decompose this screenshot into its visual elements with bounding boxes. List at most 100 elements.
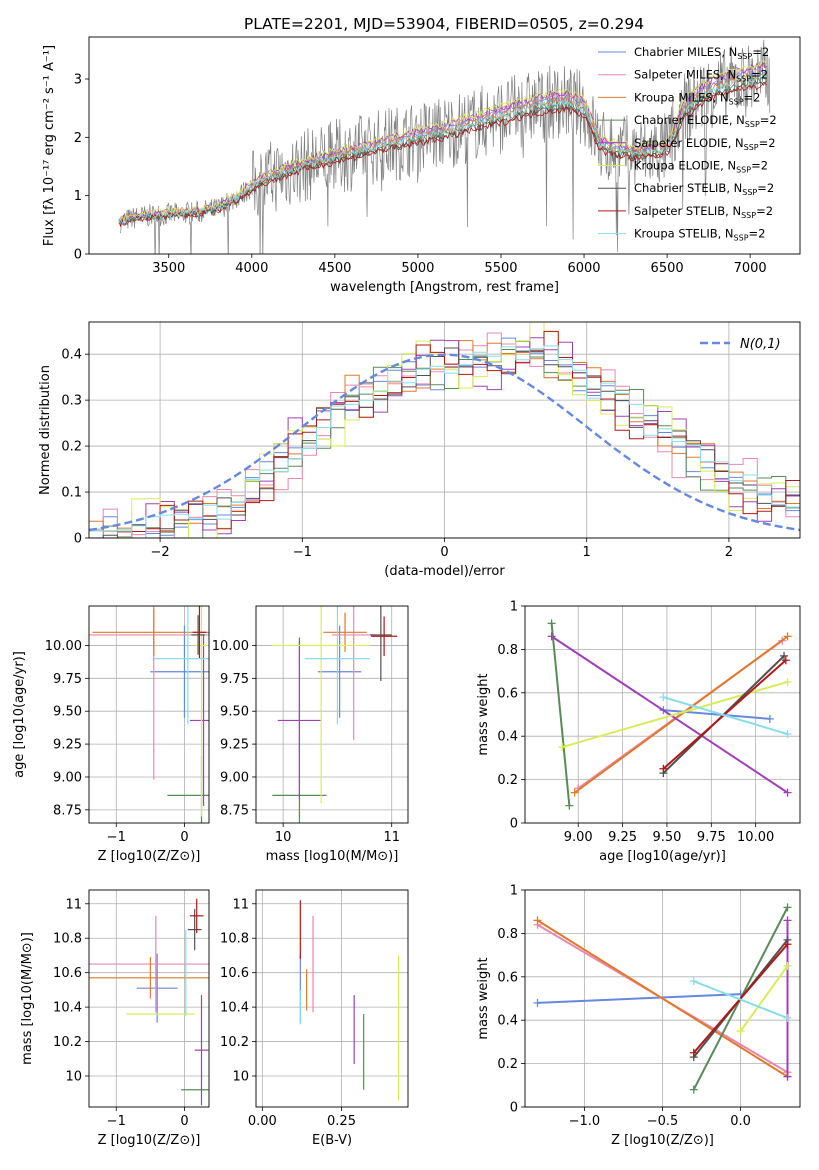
axes-frame [88,605,210,824]
grid [525,605,800,824]
y-tick-label: 9.75 [53,672,82,687]
marker [783,788,792,797]
y-tick-label: 1 [74,189,82,204]
y-tick-label: 9.50 [220,705,249,720]
x-axis-label: age [log10(age/yr)] [599,849,726,864]
histogram-chabrier-stelib [89,347,800,538]
spectrum-panel: 3500 4000 4500 5000 5500 6000 6500 7000 0 1 2 3 wave… [42,36,801,295]
marker [570,788,579,797]
legend: Chabrier MILES, NSSP=2 Salpeter MILES, NS… [598,45,777,243]
point-kroupa-stelib [153,606,209,725]
marker [736,1027,745,1036]
x-tick-label: 9.50 [652,830,681,845]
weight-vs-metallicity-panel: −1.0 −0.5 0.0 0 0.2 0.4 0.6 0.8 1 Z [log10(Z/Z⊙)]… [476,884,801,1148]
point-salpeter-stelib [371,616,398,656]
y-tick-label: 0 [510,1101,518,1116]
x-tick-label: 5500 [484,261,517,276]
model-kroupa-stelib [118,72,768,224]
x-axis-label: mass [log10(M/M⊙)] [266,849,399,864]
y-tick-label: 0.4 [61,348,82,363]
point-chabrier-miles [136,953,178,1023]
point-chabrier-stelib [191,615,205,655]
point-chabrier-stelib [370,606,392,681]
y-tick-label: 9.00 [53,770,82,785]
y-tick-label: 1 [510,884,518,899]
series-kroupa-stelib [659,693,792,739]
x-tick-label: 0.00 [248,1114,277,1129]
legend-entry: Chabrier STELIB, NSSP=2 [634,181,774,197]
plot-area [547,619,792,810]
axes: −1 0 10 10.2 10.4 10.6 10.8 11 Z [log10(Z/Z⊙)] ma… [20,897,200,1148]
point-salpeter-elodie [189,634,209,806]
y-tick-label: 0.6 [497,686,518,701]
point-salpeter-stelib [192,606,207,659]
plot-area [272,606,398,823]
x-tick-label: 10 [275,830,292,845]
marker [783,677,792,686]
marker [783,1014,792,1023]
y-tick-label: 9.75 [220,672,249,687]
x-tick-label: 10.00 [737,830,774,845]
y-tick-label: 10.4 [220,1001,249,1016]
marker [689,977,698,986]
plot-area [89,322,800,538]
x-tick-label: 9.25 [608,830,637,845]
y-tick-label: 10.2 [53,1035,82,1050]
y-tick-label: 3 [74,73,82,88]
legend-entry: Chabrier MILES, NSSP=2 [634,45,769,61]
x-tick-label: 3500 [152,261,185,276]
legend-entry: N(0,1) [740,337,781,352]
histogram-salpeter-elodie [89,337,800,538]
marker [689,1048,698,1057]
point-chabrier-miles [317,625,362,718]
legend-entry: Kroupa STELIB, NSSP=2 [634,227,765,243]
y-tick-label: 11 [232,897,249,912]
marker [783,903,792,912]
x-tick-label: 2 [725,545,733,560]
point-kroupa-elodie [194,606,209,817]
grid [89,890,209,1107]
histogram-salpeter-stelib [89,330,800,538]
gaussian-reference-curve [89,353,800,532]
marker [689,1085,698,1094]
y-tick-label: 0.4 [497,730,518,745]
marker [547,632,556,641]
legend-entry: Kroupa ELODIE, NSSP=2 [634,159,768,175]
y-axis-label: mass weight [476,957,491,1039]
x-axis-label: wavelength [Angstrom, rest frame] [330,280,559,295]
axes: 10 11 8.75 9.00 9.25 9.50 9.75 10.00 mass [log10… [212,639,400,864]
age-vs-mass-panel: 10 11 8.75 9.00 9.25 9.50 9.75 10.00 mass [log10… [212,605,409,864]
series-salpeter-elodie [547,632,792,797]
age-vs-metallicity-panel: −1 0 8.75 9.00 9.25 9.50 9.75 10.00 Z [log10(Z/Z… [12,605,210,864]
marker [783,961,792,970]
point-kroupa-stelib [304,606,370,725]
x-tick-label: 5000 [401,261,434,276]
y-tick-label: 10.00 [45,639,82,654]
x-tick-label: −1 [293,545,312,560]
point-salpeter-elodie [277,641,322,800]
y-tick-label: 0.4 [497,1014,518,1029]
y-axis-label: Flux [fλ 10⁻¹⁷ erg cm⁻² s⁻¹ A⁻¹] [42,45,57,246]
point-salpeter-stelib [189,898,204,934]
point-chabrier-stelib [187,908,202,951]
x-axis-label: Z [log10(Z/Z⊙)] [98,849,201,864]
y-tick-label: 10.8 [220,932,249,947]
x-tick-label: −0.5 [647,1114,679,1129]
series-chabrier-elodie [547,619,574,810]
observed-spectrum [120,39,771,254]
point-chabrier-miles [150,625,209,718]
series-kroupa-miles [570,632,792,797]
y-tick-label: 9.25 [53,738,82,753]
y-tick-label: 0.1 [61,486,82,501]
marker [533,916,542,925]
axes: −2 −1 0 1 2 0 0.1 0.2 0.3 0.4 (data-model)/error No… [38,348,733,579]
axes-frame [524,605,801,824]
marker [783,940,792,949]
plot-area [533,903,792,1094]
marker [783,1072,792,1081]
point-kroupa-miles [89,957,209,999]
x-tick-label: 9.00 [564,830,593,845]
y-tick-label: 8.75 [220,803,249,818]
x-tick-label: −1 [107,1114,126,1129]
